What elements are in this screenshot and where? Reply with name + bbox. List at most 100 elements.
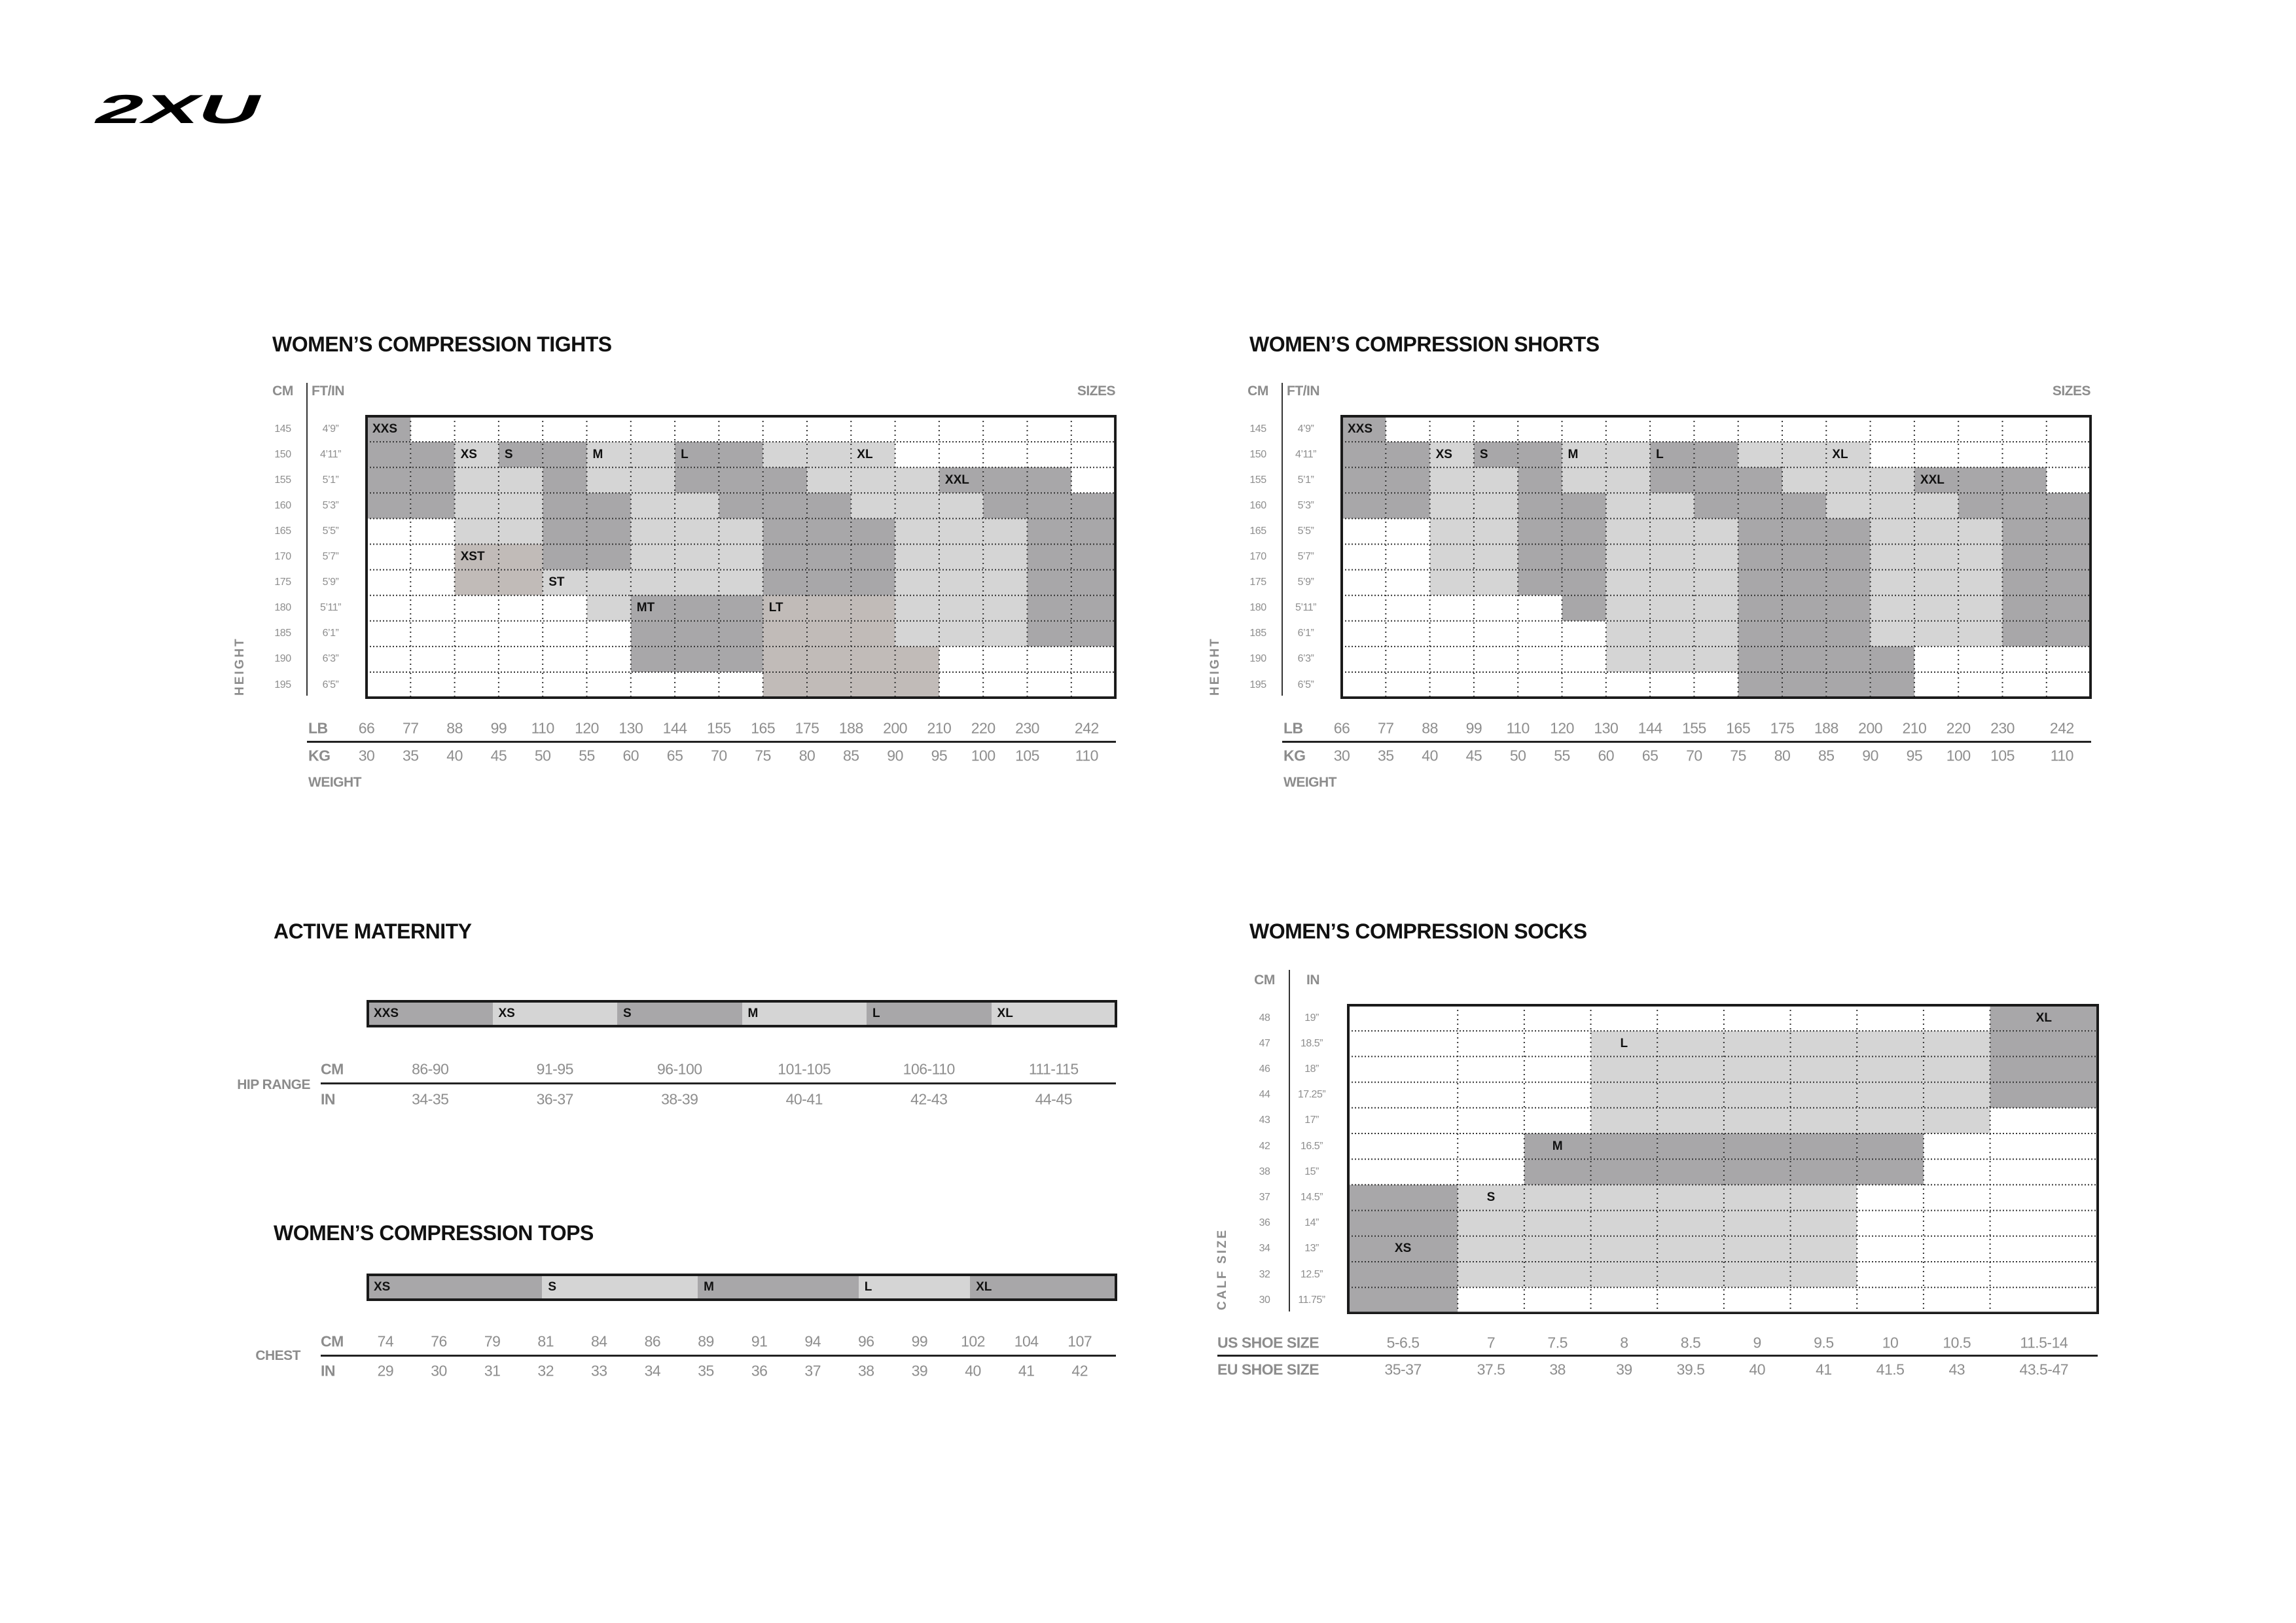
weight-lb-value: 77 xyxy=(403,719,419,737)
grid-cell xyxy=(1429,493,1474,519)
hip-in-value: 38-39 xyxy=(661,1090,698,1108)
chest-label: CHEST xyxy=(255,1348,300,1363)
grid-cell xyxy=(762,671,807,698)
weight-kg-value: 75 xyxy=(755,747,771,764)
grid-cell xyxy=(1590,1261,1658,1288)
grid-cell xyxy=(1958,493,2003,519)
grid-cell xyxy=(1650,595,1695,621)
weight-kg-value: 30 xyxy=(358,747,375,764)
weight-axis-rule xyxy=(1282,741,2091,743)
grid-cell xyxy=(1590,1133,1658,1160)
grid-cell xyxy=(1738,620,1782,647)
size-segment-m xyxy=(698,1275,859,1300)
weight-kg-value: 85 xyxy=(843,747,859,764)
grid-cell xyxy=(675,620,719,647)
grid-cell xyxy=(1650,442,1695,468)
weight-kg-value: 45 xyxy=(1465,747,1482,764)
eu-shoe-size-label: EU SHOE SIZE xyxy=(1217,1361,1319,1378)
cm-header: CM xyxy=(1247,383,1268,399)
grid-cell xyxy=(939,518,984,544)
grid-cell xyxy=(1590,1210,1658,1236)
weight-kg-value: 50 xyxy=(1509,747,1526,764)
height-ftin-value: 5’9” xyxy=(1297,577,1314,588)
grid-cell xyxy=(2002,595,2047,621)
svg-text:2XU: 2XU xyxy=(90,90,267,127)
chest-cm-value: 99 xyxy=(911,1332,928,1350)
grid-cell xyxy=(630,646,675,672)
grid-cell xyxy=(851,442,895,468)
weight-lb-value: 120 xyxy=(575,719,599,737)
grid-cell xyxy=(1723,1210,1791,1236)
height-cm-value: 190 xyxy=(274,653,291,665)
grid-cell xyxy=(1473,467,1518,493)
tops-title: WOMEN’S COMPRESSION TOPS xyxy=(274,1221,594,1245)
grid-cell xyxy=(1342,416,1386,442)
weight-kg-value: 50 xyxy=(534,747,551,764)
weight-lb-value: 144 xyxy=(1638,719,1662,737)
grid-cell xyxy=(851,595,895,621)
calf-cm-value: 48 xyxy=(1259,1012,1270,1024)
grid-cell xyxy=(1657,1159,1724,1185)
cm-header: CM xyxy=(272,383,293,399)
weight-kg-value: 80 xyxy=(1774,747,1791,764)
chest-in-value: 38 xyxy=(858,1362,874,1380)
weight-kg-value: 80 xyxy=(798,747,816,764)
calf-cm-value: 46 xyxy=(1259,1063,1270,1075)
height-cm-value: 155 xyxy=(1249,474,1266,486)
grid-cell xyxy=(2046,569,2091,596)
grid-cell xyxy=(1473,442,1518,468)
grid-cell xyxy=(1923,1082,1990,1108)
grid-cell xyxy=(1723,1031,1791,1057)
grid-cell xyxy=(1650,569,1695,596)
height-ftin-value: 5’11” xyxy=(320,602,341,614)
grid-cell xyxy=(1870,569,1914,596)
grid-cell xyxy=(454,569,499,596)
calf-in-value: 14” xyxy=(1304,1217,1319,1229)
height-ftin-value: 5’7” xyxy=(322,551,339,563)
grid-cell xyxy=(1458,1210,1524,1236)
size-label-s: S xyxy=(1486,1190,1496,1204)
height-ftin-value: 5’11” xyxy=(1295,602,1316,614)
weight-lb-value: 77 xyxy=(1378,719,1394,737)
grid-cell xyxy=(1857,1082,1924,1108)
grid-cell xyxy=(1914,595,1959,621)
grid-cell xyxy=(1348,1236,1458,1262)
weight-kg-value: 55 xyxy=(1554,747,1570,764)
grid-cell xyxy=(719,442,763,468)
grid-cell xyxy=(1694,493,1738,519)
hip-in-label: IN xyxy=(321,1090,336,1108)
eu-shoe-size-value: 38 xyxy=(1549,1361,1566,1378)
grid-cell xyxy=(1826,671,1871,698)
hip-cm-value: 96-100 xyxy=(656,1060,702,1078)
size-segment-l xyxy=(867,1001,992,1026)
grid-cell xyxy=(1657,1031,1724,1057)
grid-cell xyxy=(1605,518,1651,544)
calf-cm-value: 30 xyxy=(1259,1294,1270,1306)
weight-lb-value: 188 xyxy=(1814,719,1839,737)
weight-kg-value: 40 xyxy=(1422,747,1438,764)
grid-cell xyxy=(1590,1031,1658,1057)
chest-rule xyxy=(321,1355,1116,1357)
grid-cell xyxy=(630,544,675,570)
ftin-header: FT/IN xyxy=(1287,383,1320,399)
hip-in-value: 44-45 xyxy=(1035,1090,1073,1108)
lb-label: LB xyxy=(1283,719,1303,737)
grid-cell xyxy=(1857,1159,1924,1185)
height-ftin-value: 4’9” xyxy=(1297,423,1314,435)
height-cm-value: 145 xyxy=(274,423,291,435)
grid-cell xyxy=(1027,467,1071,493)
grid-cell xyxy=(543,467,587,493)
height-cm-value: 195 xyxy=(274,679,291,690)
weight-lb-value: 99 xyxy=(490,719,507,737)
calf-cm-value: 37 xyxy=(1259,1192,1270,1203)
size-label-xxl: XXL xyxy=(944,473,969,487)
kg-label: KG xyxy=(308,747,331,764)
axis-divider xyxy=(1289,970,1290,1311)
grid-cell xyxy=(851,646,895,672)
grid-cell xyxy=(1782,595,1827,621)
weight-kg-value: 105 xyxy=(1015,747,1039,764)
calf-size-axis-label: CALF SIZE xyxy=(1215,1228,1229,1310)
calf-cm-value: 38 xyxy=(1259,1166,1270,1177)
height-axis-label: HEIGHT xyxy=(233,637,247,696)
height-ftin-value: 5’9” xyxy=(322,577,339,588)
